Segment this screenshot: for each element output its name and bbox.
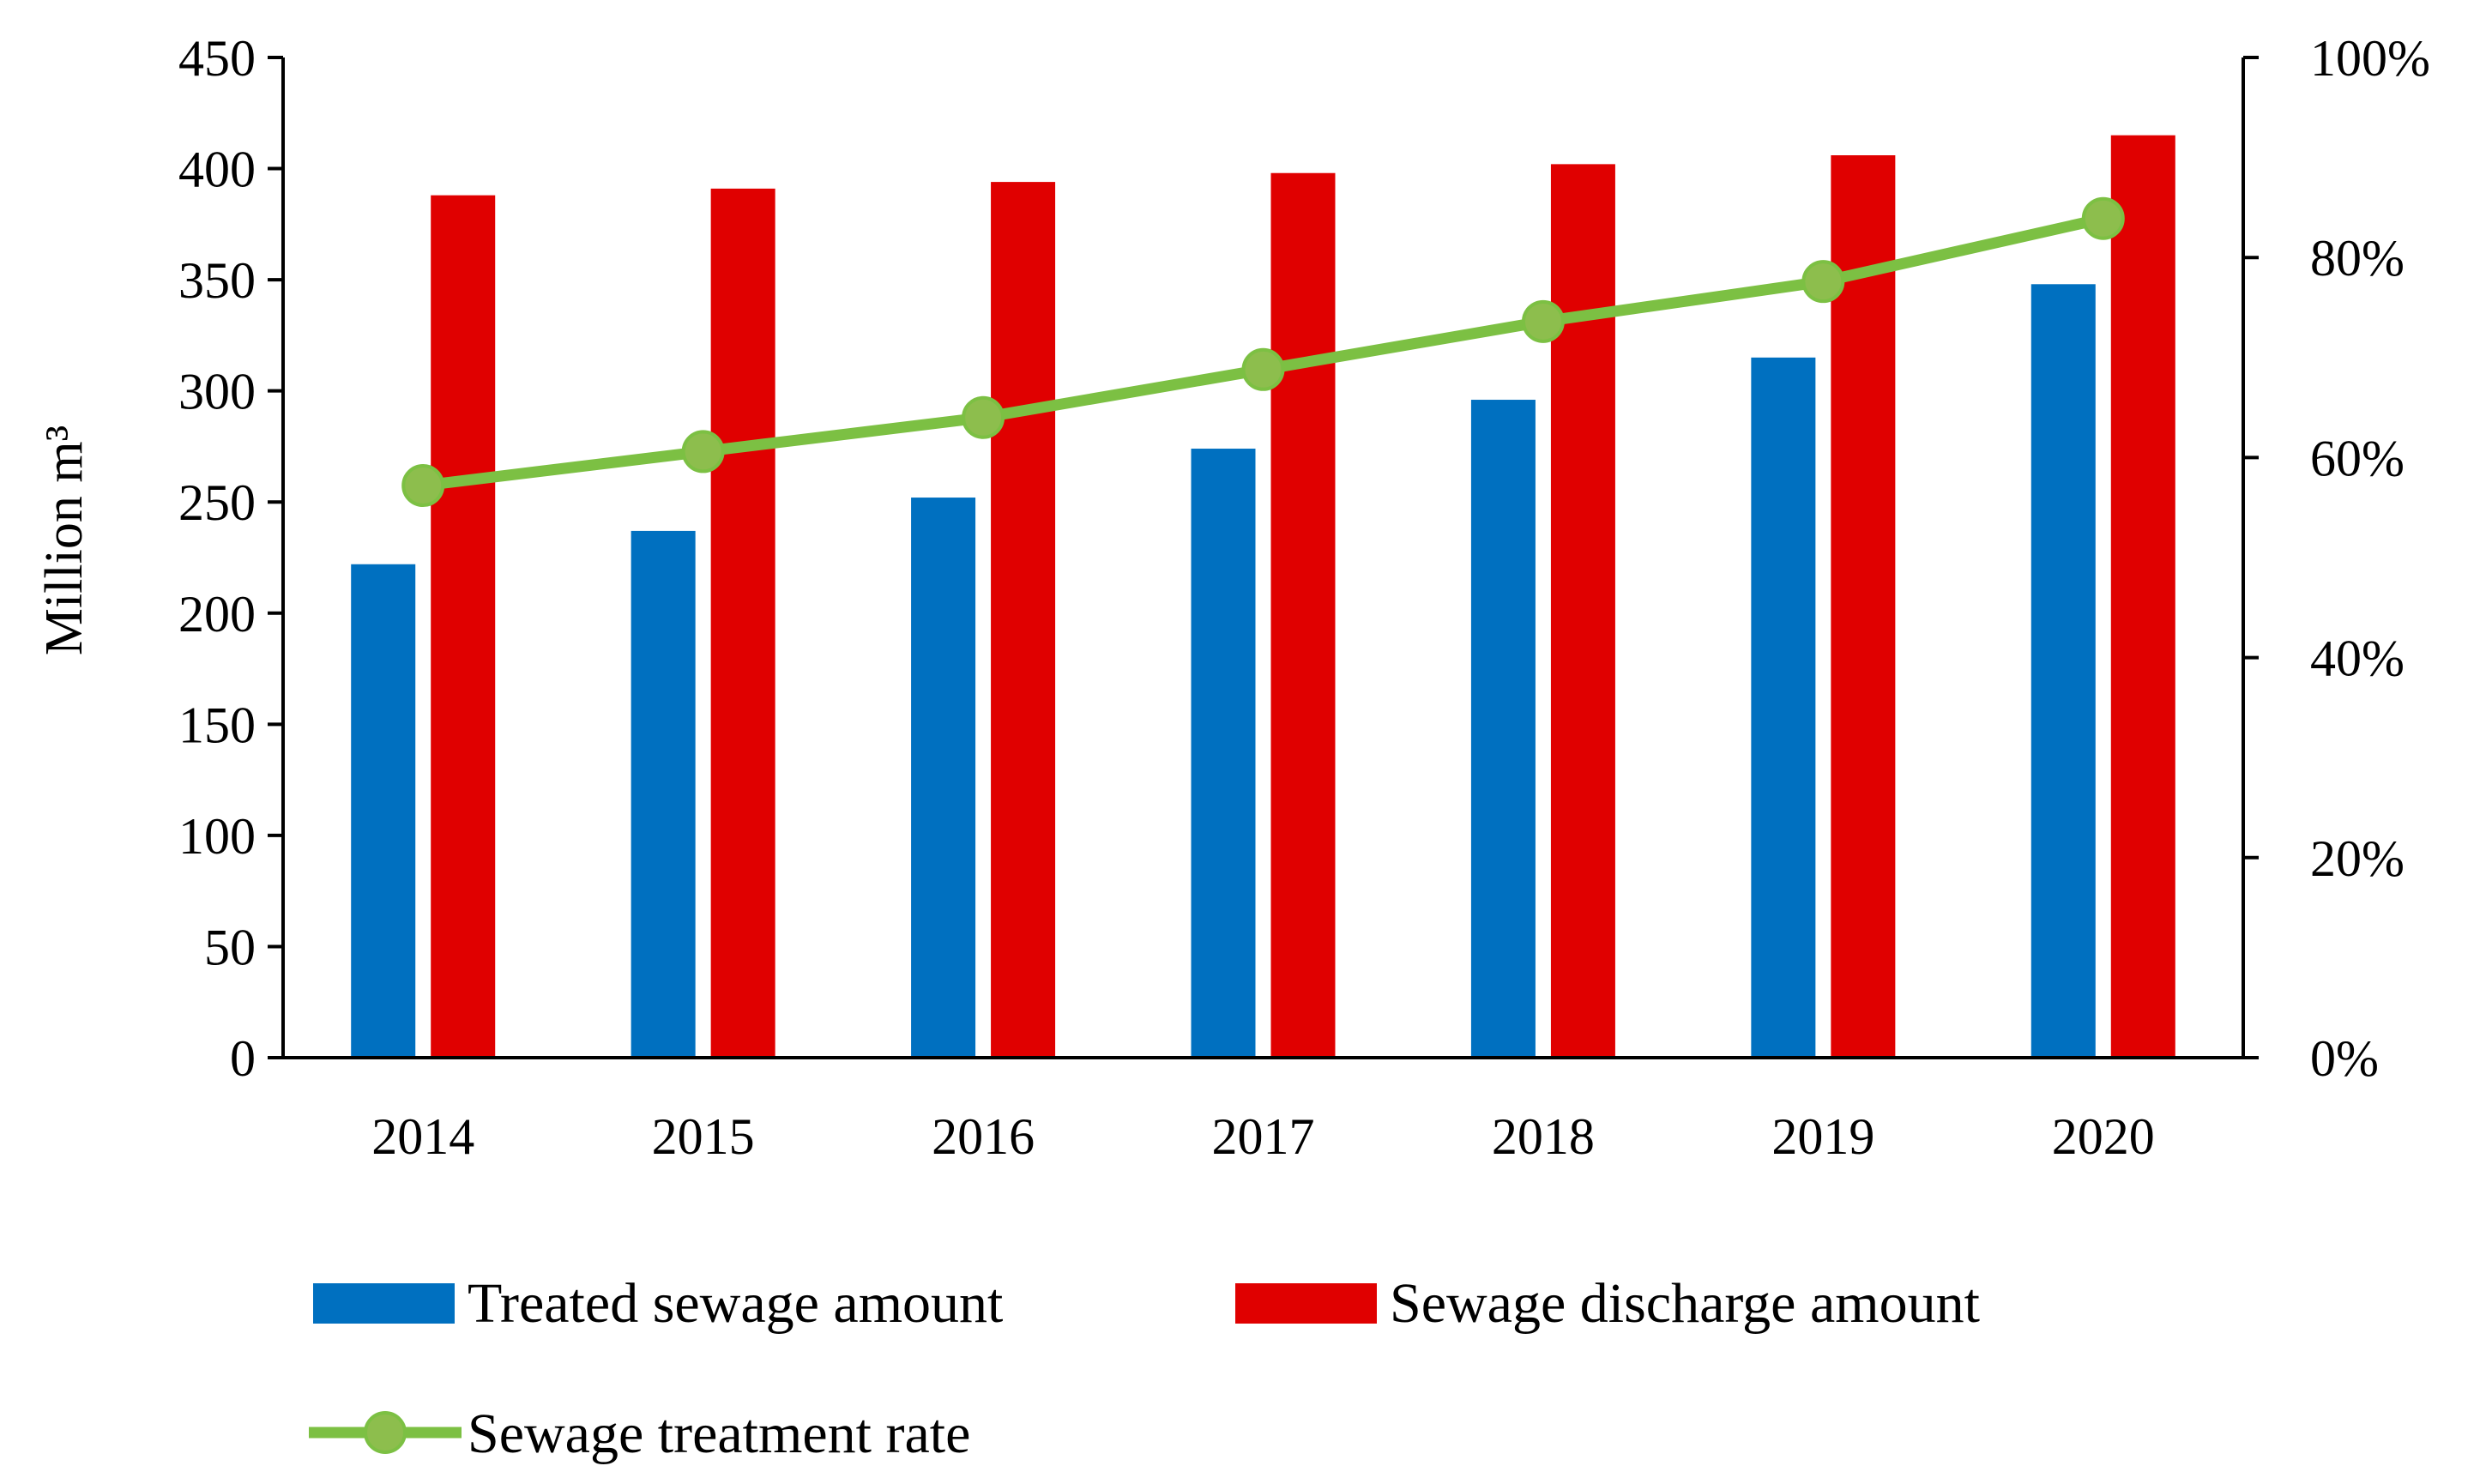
y-tick-label: 250 [178,474,256,531]
y-tick-label: 0 [230,1030,256,1087]
bar [1831,155,1896,1058]
y-tick-label: 400 [178,142,256,198]
line-point [2081,196,2125,240]
bar [431,195,496,1058]
y-tick-label: 50 [204,919,256,975]
y2-tick-label: 100% [2310,30,2430,87]
x-tick-label: 2014 [371,1108,474,1165]
y-tick-label: 150 [178,697,256,753]
y-tick-label: 350 [178,252,256,309]
legend-label: Sewage discharge amount [1390,1272,1980,1335]
axes-layer: 0 50 100 150 200 250 300 350 400 450 0% 20% 40% 60% 80… [178,30,2430,1165]
bar [911,498,976,1058]
legend-swatch [1235,1283,1377,1324]
line-point [962,395,1005,439]
legend-swatch [313,1283,455,1324]
y2-tick-label: 40% [2310,630,2405,687]
y-tick-label: 200 [178,586,256,642]
y2-tick-label: 60% [2310,430,2405,486]
line-point [1521,299,1565,343]
legend-label: Sewage treatment rate [468,1403,970,1465]
bar [991,182,1056,1058]
bar [710,188,775,1058]
legend-label: Treated sewage amount [468,1272,1003,1335]
bars-layer [351,135,2175,1059]
bar [1470,400,1536,1058]
bar [1751,357,1816,1058]
x-tick-label: 2018 [1492,1108,1595,1165]
bar [1270,172,1336,1058]
bar [351,564,416,1058]
x-tick-label: 2017 [1212,1108,1315,1165]
y2-tick-label: 20% [2310,830,2405,887]
line-point [401,464,445,508]
y2-tick-label: 0% [2310,1030,2379,1087]
x-tick-label: 2015 [652,1108,755,1165]
x-tick-label: 2019 [1771,1108,1874,1165]
bar [1191,449,1256,1058]
legend-marker [364,1411,407,1454]
line-layer [401,196,2125,508]
line-point [1241,347,1285,391]
line-point [681,430,725,474]
y-tick-label: 450 [178,30,256,87]
line-point [1801,260,1845,304]
y-tick-label: 300 [178,364,256,420]
y-axis-title: Million m³ [35,425,94,655]
y-tick-label: 100 [178,808,256,865]
x-tick-label: 2020 [2052,1108,2155,1165]
x-tick-label: 2016 [932,1108,1035,1165]
bar [2110,135,2175,1059]
y2-tick-label: 80% [2310,230,2405,287]
legend: Treated sewage amount Sewage discharge am… [309,1272,1980,1465]
bar [631,530,696,1058]
bar [2030,284,2096,1058]
bar [1550,164,1615,1059]
